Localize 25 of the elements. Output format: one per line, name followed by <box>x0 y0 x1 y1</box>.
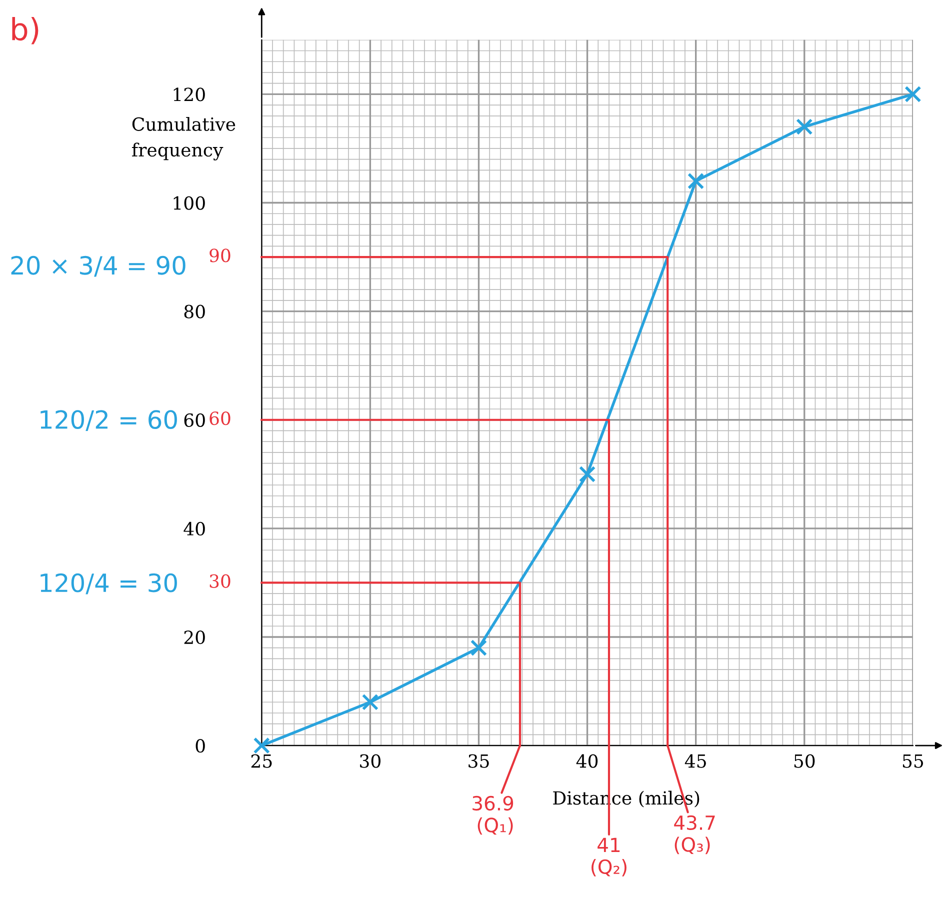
y-tick-label: 20 <box>184 630 205 644</box>
y-tick-label: 40 <box>184 522 205 536</box>
text: 120/2 = 60 <box>40 410 177 431</box>
annotation: 30 <box>210 574 230 588</box>
y-tick-label: 120 <box>174 88 205 102</box>
annotation: 36.9 (Q₁) <box>472 796 514 835</box>
y-tick-label: 80 <box>184 304 205 318</box>
annotation: 60 <box>210 411 230 426</box>
x-tick-label: 30 <box>360 754 380 768</box>
annotation: 41 (Q₂) <box>592 838 626 876</box>
text: 120/4 = 30 <box>40 573 177 594</box>
y-axis-title: Cumulative frequency <box>132 116 236 160</box>
x-tick-label: 35 <box>468 754 489 768</box>
x-tick-label: 50 <box>794 754 815 768</box>
text: b) <box>12 16 38 44</box>
x-tick-label: 40 <box>576 754 598 768</box>
y-tick-label: 100 <box>174 196 205 210</box>
annotation: 43.7 (Q₃) <box>674 815 715 854</box>
x-tick-label: 25 <box>251 754 272 768</box>
x-tick-label: 55 <box>902 754 924 768</box>
y-tick-label: 60 <box>184 413 205 427</box>
y-tick-label: 0 <box>196 739 205 753</box>
x-tick-label: 45 <box>684 754 706 768</box>
annotation: 90 <box>210 248 230 262</box>
text: 20 × 3/4 = 90 <box>11 256 186 277</box>
